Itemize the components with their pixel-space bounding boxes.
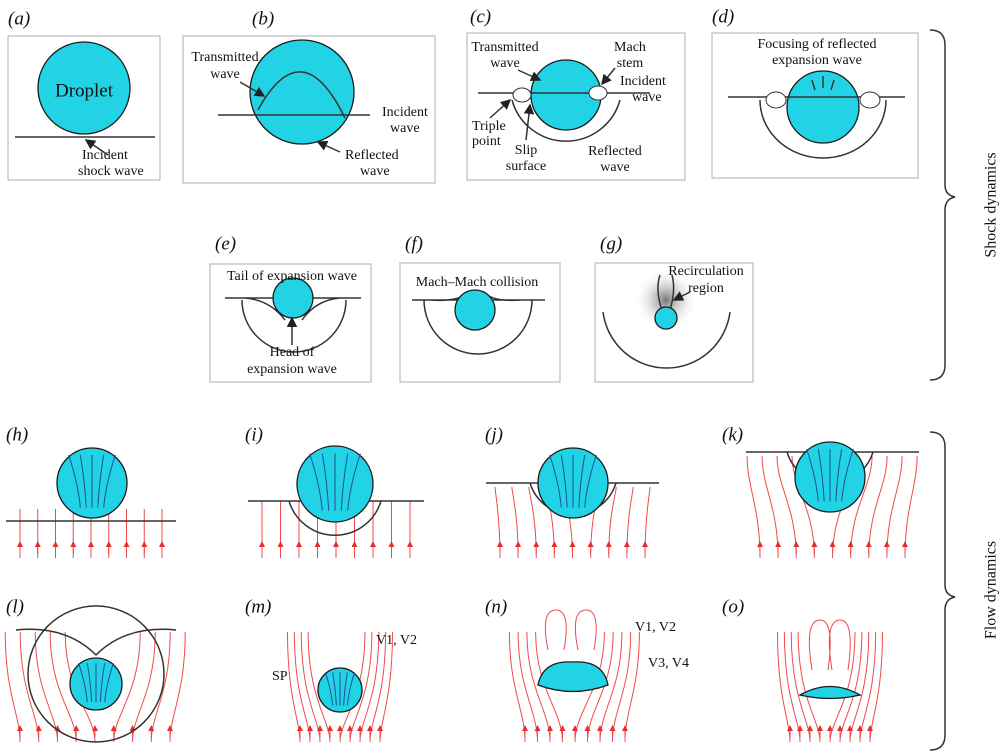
shape: [370, 632, 386, 742]
label: Mach: [614, 40, 646, 55]
shape: [512, 487, 518, 558]
shape: [35, 632, 57, 742]
label: region: [688, 281, 724, 296]
shape: [609, 487, 617, 558]
label: surface: [506, 159, 546, 174]
shape: [655, 307, 677, 329]
label: (a): [8, 8, 30, 29]
label: Slip: [515, 143, 538, 158]
label: wave: [360, 164, 390, 179]
shape: [538, 662, 608, 692]
shape: [170, 632, 185, 742]
label: Tail of expansion wave: [227, 269, 357, 284]
shape: [645, 487, 650, 558]
shape: [513, 88, 531, 102]
label: Triple: [472, 119, 506, 134]
label: point: [472, 134, 501, 149]
label: expansion wave: [772, 53, 862, 68]
shape: [589, 86, 607, 100]
shape: [529, 487, 536, 558]
label: V3, V4: [648, 656, 689, 671]
shape: [455, 290, 495, 330]
label: Incident: [382, 105, 428, 120]
label: (k): [722, 424, 743, 445]
shape: [5, 632, 20, 742]
label: Transmitted: [191, 50, 258, 65]
label: Reflected: [345, 148, 399, 163]
label: Recirculation: [668, 264, 743, 279]
shape: [850, 632, 869, 742]
label: (h): [6, 424, 28, 445]
label: (i): [245, 424, 263, 445]
shape: [5, 442, 919, 742]
shape: [509, 632, 525, 742]
shape: [133, 632, 156, 742]
shape: [16, 629, 176, 655]
label: V1, V2: [635, 620, 676, 635]
label: (g): [600, 233, 622, 254]
label: V1, V2: [376, 633, 417, 648]
label: (b): [252, 8, 274, 29]
label: Head of: [270, 345, 315, 360]
label: Transmitted: [471, 40, 538, 55]
shape: [495, 487, 500, 558]
shape: [800, 687, 860, 699]
shape: [301, 632, 320, 742]
shape: [905, 456, 917, 558]
label: shock wave: [78, 164, 144, 179]
label: Shock dynamics: [983, 152, 1000, 257]
shape: [627, 487, 633, 558]
shape: [294, 632, 310, 742]
shape: [625, 632, 639, 742]
label: Mach–Mach collision: [416, 275, 538, 290]
shape: [784, 632, 800, 742]
label: Reflected: [588, 144, 642, 159]
label: (n): [485, 596, 507, 617]
label: (f): [405, 233, 423, 254]
label: (o): [722, 596, 744, 617]
shape: [869, 456, 887, 558]
label: (j): [485, 424, 503, 445]
shape: [887, 456, 902, 558]
label: wave: [632, 90, 662, 105]
label: wave: [390, 121, 420, 136]
shape: [766, 92, 786, 108]
figure: (b) (a) (c) (d) (e) (f) (g) (h) (i) (j) …: [0, 0, 1005, 756]
label: wave: [600, 160, 630, 175]
label: wave: [490, 56, 520, 71]
label: Focusing of reflected: [758, 37, 877, 52]
shape: [360, 632, 379, 742]
shape: [250, 40, 354, 144]
shape: [809, 620, 850, 670]
shape: [840, 632, 862, 742]
label: (m): [245, 596, 271, 617]
shape: [930, 432, 955, 750]
label: (c): [470, 6, 491, 27]
label: SP: [272, 669, 288, 684]
shape: [151, 632, 170, 742]
label: Incident: [82, 148, 128, 163]
shape: [860, 632, 876, 742]
label: Flow dynamics: [983, 541, 1000, 639]
shape: [747, 456, 760, 558]
shape: [762, 456, 778, 558]
shape: [860, 92, 880, 108]
label: Incident: [620, 74, 666, 89]
label: stem: [617, 56, 644, 71]
label: (l): [6, 596, 24, 617]
label: expansion wave: [247, 362, 337, 377]
shape: [791, 632, 810, 742]
label: Droplet: [55, 80, 114, 101]
label: (e): [215, 233, 236, 254]
label: wave: [210, 67, 240, 82]
shape: [545, 610, 596, 650]
label: (d): [712, 6, 734, 27]
shape: [930, 30, 955, 380]
